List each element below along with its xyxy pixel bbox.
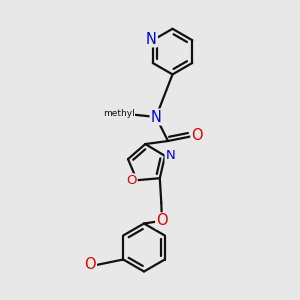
- Text: N: N: [166, 149, 175, 162]
- Text: O: O: [84, 257, 96, 272]
- Text: O: O: [126, 174, 137, 187]
- Text: N: N: [146, 32, 157, 46]
- Text: N: N: [151, 110, 161, 124]
- Text: O: O: [156, 213, 168, 228]
- Text: methyl: methyl: [103, 109, 134, 118]
- Text: O: O: [191, 128, 203, 143]
